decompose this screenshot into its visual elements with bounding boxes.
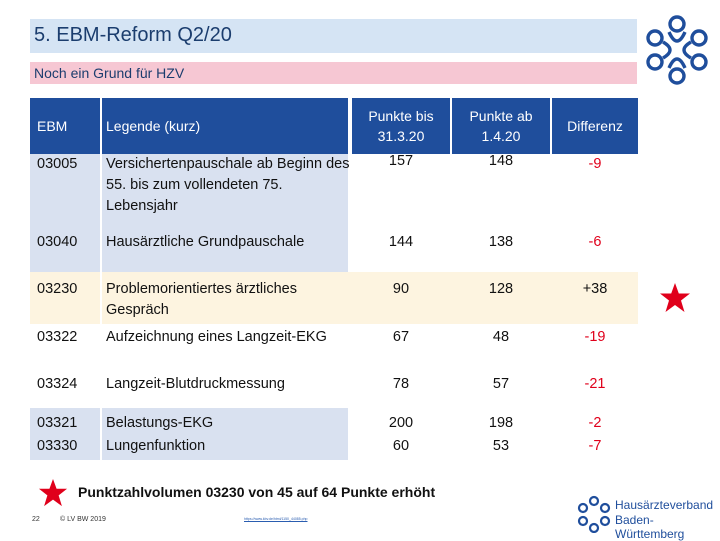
footnote-text: Punktzahlvolumen 03230 von 45 auf 64 Pun…	[78, 484, 436, 500]
source-link[interactable]: https://www.kbv.de/html/1150_44085.php	[244, 517, 308, 521]
cell-ebm: 03230	[37, 281, 78, 297]
cell-legend: Belastungs-EKG	[106, 415, 214, 431]
highlight-bg	[30, 272, 100, 324]
cell-points-before: 144	[388, 234, 414, 250]
cell-legend: Aufzeichnung eines Langzeit-EKG	[106, 329, 327, 345]
cell-points-before: 200	[388, 415, 414, 431]
cell-points-after: 198	[488, 415, 514, 431]
hausaerzteverband-emblem-icon	[646, 15, 708, 85]
cell-points-after: 128	[488, 281, 514, 297]
column-header-points-before: Punkte bis 31.3.20	[352, 98, 450, 154]
row-bg	[102, 408, 348, 460]
cell-ebm: 03005	[37, 156, 78, 172]
highlight-bg	[102, 272, 638, 324]
column-header-legend: Legende (kurz)	[102, 98, 348, 154]
cell-points-after: 53	[492, 438, 510, 454]
cell-legend: Versichertenpauschale ab Beginn des 55. …	[106, 156, 350, 214]
star-icon	[660, 283, 690, 312]
cell-legend: Problemorientiertes ärztliches Gespräch	[106, 281, 297, 318]
cell-points-after: 57	[492, 376, 510, 392]
cell-points-before: 78	[392, 376, 410, 392]
column-header-points-after: Punkte ab 1.4.20	[452, 98, 550, 154]
slide-title: 5. EBM-Reform Q2/20	[30, 19, 637, 53]
cell-legend: Hausärztliche Grundpauschale	[106, 234, 305, 250]
page-number: 22	[32, 516, 40, 523]
cell-points-before: 157	[388, 153, 414, 169]
cell-diff: -6	[588, 234, 602, 250]
cell-diff: -7	[588, 438, 602, 454]
header-line: Punkte ab	[469, 108, 533, 124]
star-icon	[38, 478, 68, 507]
header-line: 31.3.20	[377, 128, 425, 144]
header-line: 1.4.20	[481, 128, 521, 144]
cell-points-after: 148	[488, 153, 514, 169]
brand-name-line2: Baden-Württemberg	[615, 513, 685, 541]
cell-ebm: 03321	[37, 415, 78, 431]
cell-diff: -9	[588, 156, 602, 172]
cell-ebm: 03040	[37, 234, 78, 250]
cell-points-before: 90	[392, 281, 410, 297]
cell-points-before: 67	[392, 329, 410, 345]
cell-legend: Langzeit-Blutdruckmessung	[106, 376, 285, 392]
cell-ebm: 03324	[37, 376, 78, 392]
cell-ebm: 03322	[37, 329, 78, 345]
cell-points-after: 48	[492, 329, 510, 345]
brand-name-line1: Hausärzteverband	[615, 498, 714, 512]
cell-ebm: 03330	[37, 438, 78, 454]
header-line: Punkte bis	[368, 108, 434, 124]
cell-diff: +38	[582, 281, 608, 297]
row-bg	[30, 408, 100, 460]
slide-subtitle: Noch ein Grund für HZV	[30, 62, 637, 84]
cell-points-before: 60	[392, 438, 410, 454]
cell-points-after: 138	[488, 234, 514, 250]
copyright-text: © LV BW 2019	[60, 516, 106, 523]
cell-diff: -21	[584, 376, 606, 392]
cell-diff: -2	[588, 415, 602, 431]
cell-diff: -19	[584, 329, 606, 345]
cell-legend: Lungenfunktion	[106, 438, 206, 454]
hausaerzteverband-logo-icon	[577, 495, 611, 533]
column-header-diff: Differenz	[552, 98, 638, 154]
column-header-ebm: EBM	[30, 98, 100, 154]
